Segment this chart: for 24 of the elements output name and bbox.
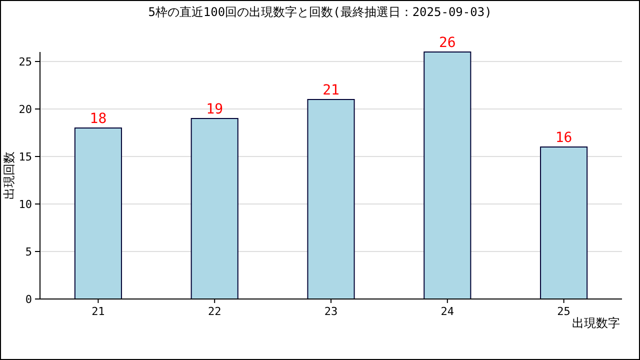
data-label: 16 <box>555 130 572 146</box>
x-tick-label: 23 <box>324 305 338 318</box>
data-label: 18 <box>90 111 107 127</box>
y-tick-label: 15 <box>18 150 32 164</box>
bar <box>424 52 472 300</box>
y-tick-label: 20 <box>18 103 32 116</box>
chart-title: 5枠の直近100回の出現数字と回数(最終抽選日：2025-09-03) <box>148 5 492 19</box>
x-axis-title: 出現数字 <box>572 316 620 330</box>
y-tick-label: 25 <box>18 56 32 68</box>
x-tick-label: 25 <box>557 305 570 318</box>
y-tick-label: 10 <box>18 198 32 211</box>
bar <box>190 118 238 300</box>
data-label: 19 <box>206 102 224 118</box>
y-axis-title: 出現回数 <box>2 152 16 200</box>
y-tick-label: 0 <box>25 293 32 306</box>
x-tick-label: 24 <box>440 305 454 318</box>
y-tick-label: 5 <box>25 246 32 258</box>
bar <box>307 99 355 300</box>
data-label: 26 <box>438 35 456 51</box>
data-label: 21 <box>322 82 340 98</box>
x-tick-label: 21 <box>92 305 105 318</box>
bar <box>74 128 122 300</box>
bar <box>540 146 588 300</box>
x-tick-label: 22 <box>208 305 222 318</box>
